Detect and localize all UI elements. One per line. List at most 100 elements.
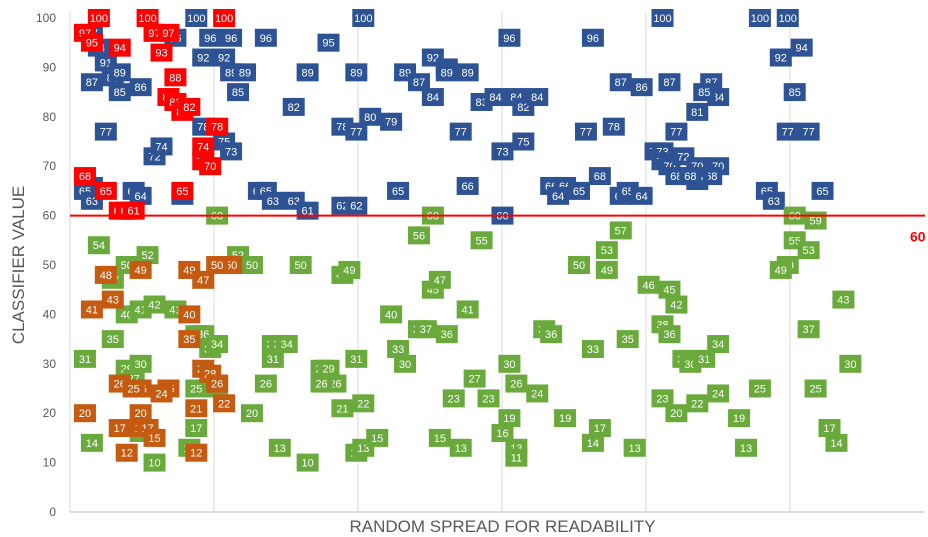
- data-point-blue: 86: [129, 78, 152, 97]
- data-point-green: 19: [554, 409, 577, 428]
- data-point-marker: [568, 181, 590, 200]
- data-point-label: 57: [615, 225, 627, 237]
- x-axis-label: RANDOM SPREAD FOR READABILITY: [349, 517, 655, 536]
- data-point-green: 10: [143, 453, 166, 472]
- data-point-label: 100: [751, 13, 769, 25]
- data-point-green: 23: [651, 389, 674, 408]
- data-point-label: 82: [183, 102, 195, 114]
- data-point-marker: [491, 142, 514, 161]
- data-point-green: 50: [289, 256, 312, 274]
- data-point-green: 53: [595, 241, 618, 260]
- data-point-label: 54: [93, 240, 105, 252]
- data-point-label: 89: [114, 67, 126, 79]
- data-point-blue: 92: [192, 48, 215, 67]
- data-point-label: 13: [455, 443, 467, 455]
- data-point-label: 24: [712, 388, 724, 400]
- data-point-label: 89: [239, 67, 251, 79]
- data-point-marker: [80, 300, 103, 319]
- data-point-marker: [790, 38, 813, 57]
- data-point-marker: [380, 305, 403, 324]
- data-point-label: 88: [169, 72, 181, 84]
- data-point-marker: [686, 102, 709, 121]
- data-point-green: 27: [463, 369, 486, 388]
- data-point-red: 88: [164, 68, 187, 87]
- data-point-green: 14: [80, 433, 103, 452]
- data-point-marker: [261, 191, 284, 210]
- data-point-blue: 79: [380, 112, 403, 131]
- data-point-label: 89: [350, 67, 362, 79]
- data-point-red: 65: [94, 181, 117, 200]
- data-point-marker: [345, 122, 368, 141]
- data-point-marker: [574, 122, 597, 141]
- data-point-label: 10: [302, 458, 314, 470]
- data-point-blue: 73: [220, 142, 243, 161]
- data-point-label: 96: [204, 33, 216, 45]
- data-point-green: 14: [581, 433, 604, 452]
- data-point-marker: [707, 384, 730, 403]
- data-point-label: 24: [531, 388, 543, 400]
- data-point-marker: [317, 33, 340, 52]
- data-point-label: 45: [663, 285, 675, 297]
- data-point-blue: 85: [227, 83, 250, 102]
- data-point-marker: [171, 181, 194, 200]
- data-point-label: 75: [517, 137, 529, 149]
- data-point-marker: [811, 181, 834, 200]
- data-point-marker: [80, 433, 103, 452]
- data-point-marker: [748, 9, 771, 27]
- data-point-marker: [73, 404, 96, 423]
- data-point-green: 50: [568, 256, 590, 274]
- data-point-marker: [108, 419, 131, 438]
- y-tick-label: 20: [43, 406, 57, 420]
- data-point-label: 36: [545, 329, 557, 341]
- data-point-green: 30: [498, 354, 521, 373]
- data-point-green: 43: [832, 290, 855, 309]
- data-point-blue: 100: [185, 9, 208, 27]
- data-point-marker: [651, 389, 674, 408]
- data-point-green: 13: [735, 438, 757, 457]
- data-point-marker: [477, 389, 500, 408]
- data-point-label: 85: [232, 87, 244, 99]
- data-point-blue: 95: [317, 33, 340, 52]
- data-point-marker: [185, 9, 208, 27]
- data-point-label: 14: [830, 438, 842, 450]
- y-tick-label: 100: [36, 11, 56, 25]
- data-point-marker: [498, 28, 521, 47]
- data-point-green: 21: [331, 399, 354, 418]
- data-point-marker: [94, 265, 117, 284]
- data-point-blue: 81: [686, 102, 709, 121]
- data-point-marker: [707, 335, 730, 354]
- data-point-label: 25: [128, 384, 140, 396]
- data-point-blue: 94: [790, 38, 813, 57]
- data-point-label: 80: [364, 112, 376, 124]
- data-point-marker: [240, 256, 263, 274]
- data-point-marker: [449, 122, 472, 141]
- data-point-label: 85: [698, 87, 710, 99]
- data-point-label: 17: [594, 423, 606, 435]
- data-point-orange: 48: [94, 265, 117, 284]
- data-point-green: 49: [595, 260, 618, 279]
- data-point-green: 30: [129, 354, 152, 373]
- data-point-label: 65: [176, 186, 188, 198]
- data-point-marker: [526, 88, 549, 107]
- data-point-marker: [352, 9, 375, 27]
- data-point-label: 20: [135, 408, 147, 420]
- data-point-label: 36: [441, 329, 453, 341]
- data-point-marker: [136, 9, 159, 27]
- data-point-green: 24: [526, 384, 549, 403]
- data-point-marker: [345, 63, 368, 82]
- data-point-green: 23: [477, 389, 500, 408]
- data-point-label: 35: [622, 334, 634, 346]
- data-point-marker: [129, 186, 152, 205]
- data-point-green: 45: [658, 280, 681, 299]
- data-point-label: 42: [670, 300, 682, 312]
- data-point-label: 14: [587, 438, 599, 450]
- data-point-label: 12: [190, 448, 202, 460]
- data-point-marker: [665, 295, 688, 314]
- data-point-marker: [213, 394, 236, 413]
- data-point-marker: [87, 9, 110, 27]
- data-point-label: 13: [274, 443, 286, 455]
- data-point-marker: [783, 83, 806, 102]
- data-point-label: 50: [211, 260, 223, 272]
- data-point-blue: 65: [568, 181, 590, 200]
- data-point-green: 25: [748, 379, 771, 398]
